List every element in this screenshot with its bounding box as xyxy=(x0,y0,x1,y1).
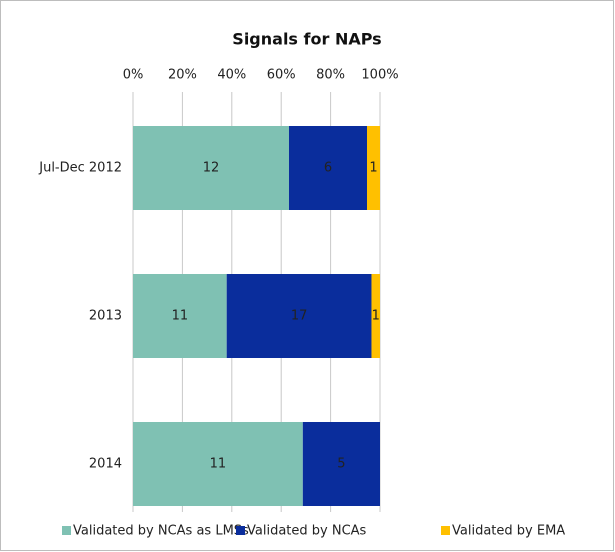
bar-segment xyxy=(133,422,303,506)
x-tick-label: 100% xyxy=(361,68,398,83)
bar-segment xyxy=(133,126,289,210)
x-tick-label: 60% xyxy=(267,68,296,83)
bar-segment xyxy=(289,126,367,210)
bar-segment xyxy=(226,274,372,358)
legend-swatch xyxy=(62,526,71,535)
x-tick-label: 40% xyxy=(217,68,246,83)
x-tick-label: 80% xyxy=(316,68,345,83)
bar-segment xyxy=(133,274,227,358)
bar-segment xyxy=(302,422,380,506)
data-label: 11 xyxy=(210,457,227,472)
data-label: 1 xyxy=(372,309,380,324)
legend-swatch xyxy=(441,526,450,535)
chart-title: Signals for NAPs xyxy=(232,30,381,49)
legend-label: Validated by EMA xyxy=(452,524,565,539)
data-label: 12 xyxy=(203,161,220,176)
x-tick-label: 0% xyxy=(123,68,144,83)
legend-label: Validated by NCAs xyxy=(247,524,367,539)
data-label: 5 xyxy=(337,457,345,472)
legend-label: Validated by NCAs as LMSs xyxy=(73,524,249,539)
data-label: 17 xyxy=(291,309,308,324)
data-label: 6 xyxy=(324,161,332,176)
bar-segment xyxy=(367,126,380,210)
y-tick-label: 2014 xyxy=(89,457,122,472)
data-label: 11 xyxy=(172,309,189,324)
legend-swatch xyxy=(236,526,245,535)
x-tick-label: 20% xyxy=(168,68,197,83)
bar-segment xyxy=(371,274,380,358)
y-tick-label: 2013 xyxy=(89,309,122,324)
data-label: 1 xyxy=(369,161,377,176)
y-tick-label: Jul-Dec 2012 xyxy=(38,161,122,176)
